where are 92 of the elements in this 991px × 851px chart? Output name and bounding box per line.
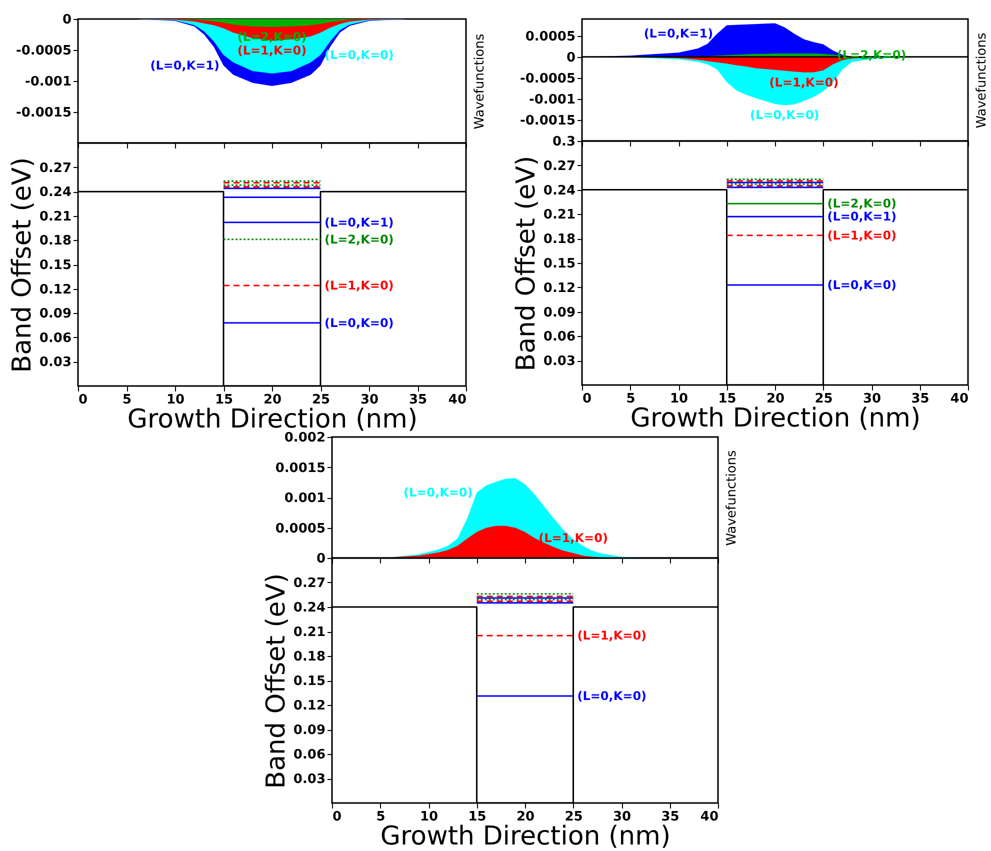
y-tick-label: 0 (566, 50, 576, 66)
y-tick-label: -0.001 (528, 92, 576, 108)
y-tick-label: 0.09 (39, 306, 72, 322)
y-axis-title: Band Offset (eV) (7, 157, 38, 373)
series-label: (L=0,K=0) (324, 316, 394, 330)
y-tick-label: 0.3 (552, 134, 576, 150)
x-tick-label: 0 (332, 810, 342, 824)
series-label: (L=0,K=0) (827, 278, 897, 292)
y-tick-label: 0.15 (293, 674, 326, 689)
y-tick-label: -0.0005 (16, 44, 72, 58)
x-tick-label: 30 (360, 392, 379, 408)
y-tick-label: 0 (62, 12, 72, 28)
x-tick-label: 25 (312, 392, 330, 408)
x-tick-label: 25 (564, 810, 583, 824)
x-tick-label: 10 (420, 810, 438, 824)
y-tick-label: 0.06 (39, 330, 72, 346)
y-tick-label: 0.15 (543, 256, 576, 272)
y-tick-label: 0.0005 (525, 29, 576, 44)
x-tick-label: 10 (670, 392, 688, 406)
x-tick-label: 15 (468, 810, 486, 824)
y-tick-label: 0.21 (543, 208, 576, 223)
y-axis-title: Wavefunctions (974, 32, 990, 128)
x-tick-label: 15 (214, 392, 234, 408)
x-tick-label: 30 (612, 810, 632, 824)
x-tick-label: 0 (78, 392, 88, 408)
series-label: (L=2,K=0) (324, 232, 394, 246)
y-tick-label: 0.001 (284, 491, 326, 506)
series-label: (L=0,K=0) (324, 48, 394, 62)
y-tick-label: 0.27 (293, 576, 326, 591)
y-tick-label: -0.0015 (520, 113, 576, 128)
y-axis-title: Wavefunctions (472, 33, 488, 130)
y-tick-label: 0.06 (293, 748, 326, 762)
y-tick-label: -0.0005 (520, 71, 576, 86)
series-label: (L=1,K=0) (827, 228, 897, 242)
y-tick-label: 0.12 (543, 280, 576, 296)
x-tick-label: 25 (814, 392, 833, 406)
series-label: (L=0,K=1) (150, 58, 220, 72)
x-tick-label: 20 (766, 392, 785, 406)
y-tick-label: 0.24 (543, 183, 576, 198)
x-tick-label: 0 (582, 392, 592, 406)
y-tick-label: 0.24 (293, 600, 326, 616)
y-tick-label: -0.0015 (16, 106, 72, 120)
series-label: (L=0,K=0) (403, 486, 473, 500)
x-axis-title: Growth Direction (nm) (630, 404, 921, 434)
x-tick-label: 35 (911, 392, 930, 406)
y-tick-label: 0.27 (543, 158, 576, 174)
y-tick-label: 0.12 (39, 282, 72, 298)
y-tick-label: 0.12 (293, 698, 326, 714)
y-tick-label: -0.001 (24, 74, 72, 90)
x-tick-label: 15 (718, 392, 736, 406)
x-tick-label: 40 (448, 392, 466, 408)
x-tick-label: 20 (263, 392, 282, 408)
x-tick-label: 5 (626, 392, 636, 406)
y-tick-label: 0.21 (293, 625, 326, 640)
series-label: (L=0,K=1) (644, 26, 714, 41)
y-tick-label: 0.15 (39, 258, 72, 273)
y-axis-title: Band Offset (eV) (511, 156, 542, 372)
y-tick-label: 0.06 (543, 330, 576, 345)
y-tick-label: 0.0015 (275, 460, 326, 476)
y-axis-title: Band Offset (eV) (261, 573, 292, 789)
y-tick-label: 0.03 (293, 772, 326, 787)
series-label: (L=2,K=0) (827, 196, 897, 211)
x-tick-label: 5 (376, 810, 386, 824)
x-axis-title: Growth Direction (nm) (380, 822, 671, 851)
x-tick-label: 30 (862, 392, 882, 406)
x-tick-label: 20 (516, 810, 535, 824)
y-tick-label: 0.21 (39, 209, 72, 224)
y-tick-label: 0.24 (39, 185, 72, 200)
x-tick-label: 35 (661, 810, 680, 824)
series-label: (L=0,K=0) (750, 108, 820, 122)
series-label: (L=0,K=1) (324, 215, 394, 230)
x-tick-label: 35 (408, 392, 428, 408)
y-tick-label: 0.09 (293, 723, 326, 738)
x-tick-label: 5 (122, 392, 132, 408)
x-tick-label: 40 (700, 810, 718, 824)
series-label: (L=0,K=1) (827, 210, 897, 224)
series-label: (L=1,K=0) (577, 628, 647, 643)
y-axis-title: Wavefunctions (724, 450, 740, 546)
series-label: (L=1,K=0) (237, 44, 307, 58)
y-tick-label: 0.03 (39, 355, 72, 370)
y-tick-label: 0.0005 (275, 521, 326, 536)
y-tick-label: 0.18 (293, 650, 326, 664)
y-tick-label: 0.18 (543, 232, 576, 248)
y-tick-label: 0 (316, 552, 326, 566)
x-tick-label: 10 (166, 392, 185, 408)
y-tick-label: 0.09 (543, 305, 576, 320)
y-tick-label: 0.18 (39, 234, 72, 249)
x-tick-label: 40 (950, 392, 968, 406)
y-tick-label: 0.27 (39, 160, 72, 176)
y-tick-label: 0.03 (543, 354, 576, 370)
series-label: (L=1,K=0) (324, 278, 394, 293)
series-label: (L=0,K=0) (577, 689, 647, 704)
